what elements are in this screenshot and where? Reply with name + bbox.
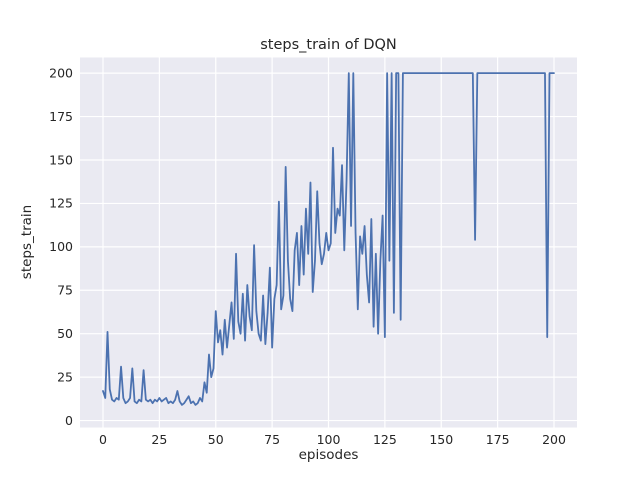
x-tick-label: 100 [317,432,341,447]
x-axis-label: episodes [298,447,359,463]
y-tick-label: 125 [49,196,73,211]
y-tick-label: 50 [57,326,73,341]
series-line [102,72,555,406]
y-tick-label: 100 [49,239,73,254]
y-tick-label: 175 [49,109,73,124]
x-tick-label: 175 [486,432,510,447]
y-tick-label: 200 [49,65,73,80]
x-tick-label: 75 [264,432,280,447]
y-tick-label: 0 [65,413,73,428]
x-tick-label: 150 [429,432,453,447]
y-tick-label: 25 [57,369,73,384]
x-tick-label: 200 [542,432,566,447]
x-tick-label: 25 [151,432,167,447]
x-tick-label: 125 [373,432,397,447]
x-tick-label: 0 [99,432,107,447]
y-tick-label: 75 [57,283,73,298]
y-tick-label: 150 [49,152,73,167]
x-tick-label: 50 [208,432,224,447]
chart-title: steps_train of DQN [260,37,397,53]
